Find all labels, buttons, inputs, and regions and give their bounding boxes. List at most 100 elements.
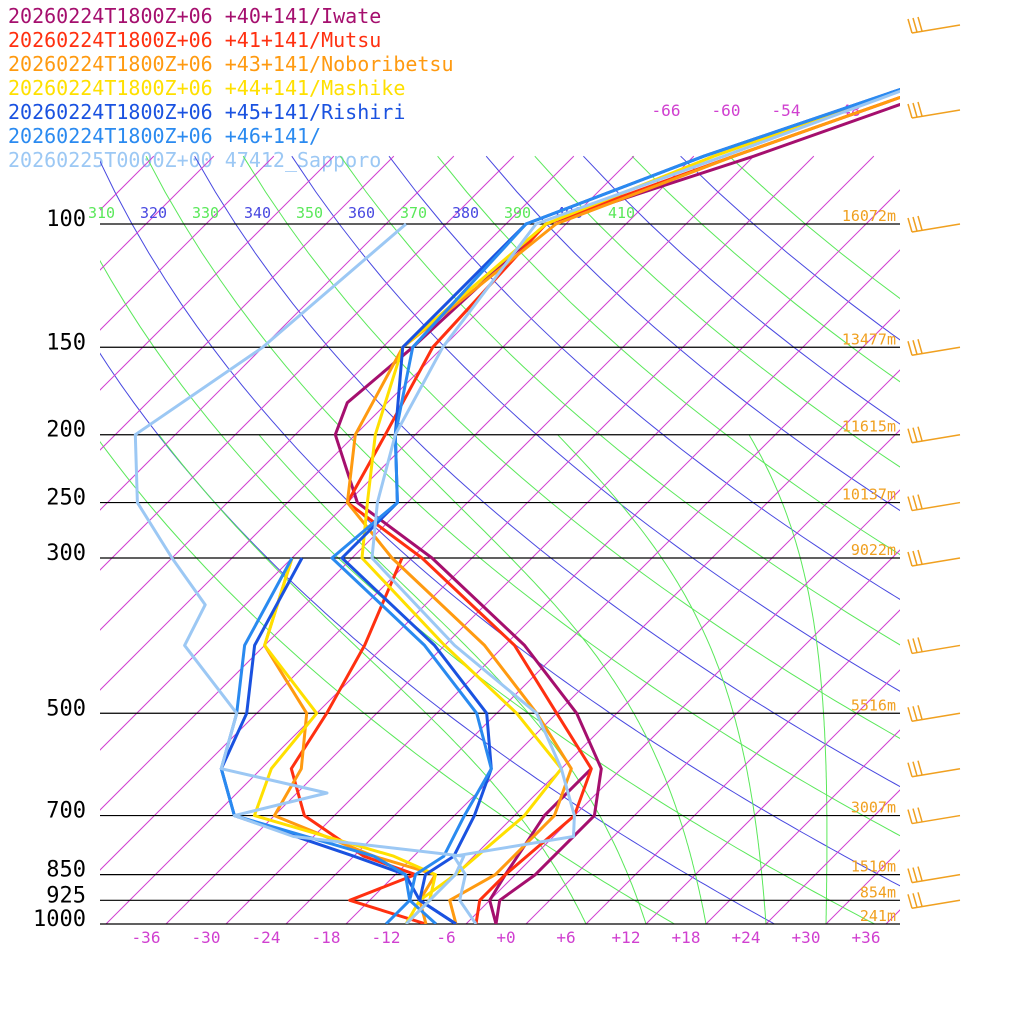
pressure-label: 250	[46, 486, 86, 511]
height-label: 3007m	[851, 799, 896, 817]
theta-label: 410	[608, 204, 635, 222]
wind-barb-shaft	[911, 644, 961, 655]
x-tick-label: +0	[496, 928, 515, 947]
isotherm	[0, 156, 34, 939]
theta-label: 340	[244, 204, 271, 222]
wind-barb-feather	[917, 215, 923, 231]
wind-barb-feather	[907, 217, 913, 233]
x-tick-label: -12	[372, 928, 401, 947]
legend-entry: 20260224T1800Z+06 +41+141/Mutsu	[8, 28, 382, 52]
temperature-line	[345, 95, 900, 924]
wind-barb-feather	[907, 18, 913, 34]
pressure-label: 300	[46, 541, 86, 566]
dry-adiabat	[388, 155, 900, 600]
legend-entry: 20260224T1800Z+06 +43+141/Noboribetsu	[8, 52, 454, 76]
isotherm	[100, 155, 395, 451]
wind-barb-feather	[907, 868, 913, 883]
wind-barb-shaft	[911, 873, 961, 884]
theta-label: 370	[400, 204, 427, 222]
pressure-label: 850	[46, 858, 86, 883]
wind-barb-feather	[907, 809, 913, 824]
wind-barb-feather	[912, 706, 918, 721]
isotherm	[165, 189, 900, 924]
isotherm	[585, 609, 900, 924]
wind-barb-feather	[907, 762, 913, 777]
wind-barb-shaft	[911, 223, 961, 233]
dry-adiabat	[485, 155, 900, 512]
wind-barb-feather	[917, 866, 923, 881]
theta-label: 320	[140, 204, 167, 222]
dry-adiabat	[100, 352, 776, 924]
wind-barb-feather	[907, 428, 913, 443]
dewpoint-line	[263, 557, 437, 924]
wind-barb-feather	[917, 101, 923, 117]
height-label: 16072m	[842, 207, 896, 225]
legend: 20260224T1800Z+06 +40+141/Iwate 20260224T…	[8, 4, 454, 172]
wind-barb-feather	[912, 427, 918, 442]
moist-adiabat	[557, 434, 767, 924]
wind-barb-feather	[907, 639, 913, 654]
dewpoint-line	[289, 557, 427, 924]
temperature-line	[330, 87, 900, 924]
wind-barb-feather	[912, 761, 918, 776]
wind-barb-feather	[917, 807, 923, 822]
theta-label: 330	[192, 204, 219, 222]
x-tick-label: -30	[192, 928, 221, 947]
isotherm	[100, 155, 575, 631]
height-label: 1510m	[851, 858, 896, 876]
isotherm	[225, 249, 900, 924]
pressure-label: 700	[46, 799, 86, 824]
x-tick-label: +12	[612, 928, 641, 947]
wind-barb-feather	[912, 893, 918, 908]
dry-adiabat	[437, 155, 900, 556]
height-label: 9022m	[851, 541, 896, 559]
x-tick-label: +24	[732, 928, 761, 947]
dry-adiabat	[194, 155, 900, 788]
wind-barb-feather	[912, 216, 918, 232]
dry-adiabat	[339, 155, 900, 646]
isotherm	[345, 369, 900, 924]
wind-barb-feather	[917, 339, 923, 354]
wind-barb-feather	[917, 637, 923, 652]
legend-entry: 20260224T1800Z+06 +40+141/Iwate	[8, 4, 382, 28]
isotherm	[465, 489, 900, 924]
isotherm-top-label: -54	[772, 101, 801, 120]
isotherm	[100, 155, 695, 751]
wind-barb-feather	[907, 707, 913, 722]
theta-label: 310	[88, 204, 115, 222]
x-tick-label: +18	[672, 928, 701, 947]
dewpoint-line	[133, 222, 466, 924]
wind-barb-shaft	[911, 24, 961, 34]
x-tick-label: +36	[852, 928, 881, 947]
wind-barb-feather	[917, 549, 923, 565]
wind-barb-feather	[912, 17, 918, 33]
x-tick-label: -24	[252, 928, 281, 947]
wind-barb-feather	[907, 894, 913, 909]
series-top-group	[133, 87, 900, 924]
theta-label: 380	[452, 204, 479, 222]
theta-label: 360	[348, 204, 375, 222]
wind-barb-feather	[917, 426, 923, 441]
dry-adiabat	[145, 155, 900, 837]
wind-barb-shaft	[911, 109, 961, 119]
pressure-label: 200	[46, 418, 86, 443]
isotherm	[100, 155, 635, 691]
isotherm	[105, 155, 875, 924]
isotherm	[705, 729, 900, 924]
dry-adiabat	[291, 155, 900, 692]
moist-adiabat	[158, 434, 587, 924]
isotherm	[100, 155, 335, 391]
wind-barb-shaft	[911, 767, 961, 778]
isotherm-top-label: -66	[652, 101, 681, 120]
isotherm	[100, 155, 455, 511]
dry-adiabat	[631, 155, 900, 383]
x-tick-label: -6	[436, 928, 455, 947]
wind-barb-feather	[912, 102, 918, 118]
wind-barb-feather	[917, 705, 923, 720]
wind-barb-shaft	[911, 433, 961, 444]
x-tick-label: +30	[792, 928, 821, 947]
dewpoint-line	[252, 557, 437, 924]
legend-entry: 20260224T1800Z+06 +46+141/	[8, 124, 322, 148]
wind-barb-feather	[912, 867, 918, 882]
wind-barb-feather	[917, 892, 923, 907]
